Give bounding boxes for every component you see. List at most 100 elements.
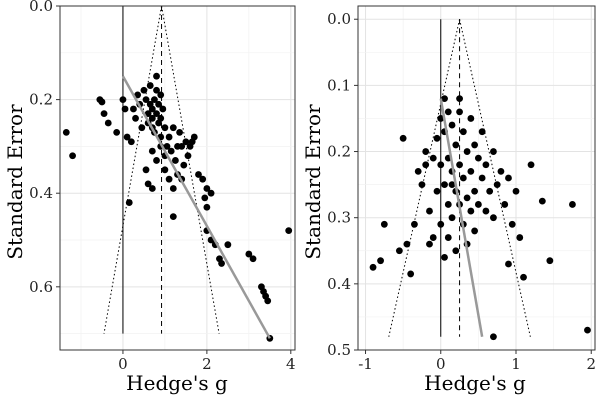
data-point <box>407 270 415 278</box>
data-point <box>459 174 467 182</box>
data-point <box>463 194 471 202</box>
plot-area-right <box>358 6 595 350</box>
data-point <box>505 260 512 268</box>
data-point <box>433 134 441 142</box>
y-tick-label: 0.4 <box>29 184 53 202</box>
data-point <box>121 105 129 113</box>
data-point <box>459 128 467 136</box>
funnel-line-left <box>103 6 163 334</box>
data-point <box>520 273 527 281</box>
data-point <box>471 227 479 235</box>
data-point <box>467 207 475 215</box>
data-point <box>569 201 576 208</box>
data-point <box>444 201 452 208</box>
x-axis-title-left: Hedge's g <box>126 371 228 395</box>
data-point <box>490 148 497 155</box>
data-point <box>467 167 475 175</box>
data-point <box>426 207 433 215</box>
data-point <box>98 98 106 106</box>
data-point <box>411 220 418 228</box>
data-point <box>403 240 411 248</box>
data-point <box>474 154 482 162</box>
data-point <box>474 201 482 208</box>
y-tick-label: 0.0 <box>327 10 351 28</box>
y-tick-label: 0.2 <box>29 91 53 109</box>
data-point <box>426 240 433 248</box>
data-point <box>478 128 486 136</box>
data-point <box>486 187 494 195</box>
data-point <box>161 166 169 174</box>
data-point <box>437 115 445 122</box>
data-point <box>467 115 475 122</box>
data-point <box>452 247 460 255</box>
y-tick-label: 0.3 <box>327 209 351 227</box>
data-point <box>444 234 452 241</box>
data-point <box>153 86 160 94</box>
data-point <box>538 197 546 205</box>
data-point <box>155 100 163 108</box>
data-point <box>245 250 253 258</box>
data-point <box>369 263 377 271</box>
x-tick-label: -1 <box>358 355 373 373</box>
data-point <box>165 133 173 141</box>
data-point <box>169 213 177 221</box>
panel-left: Standard Error Hedge's g 0 2 4 0.0 0.2 0.4 0.6 <box>3 0 296 395</box>
data-point <box>190 133 198 141</box>
data-point <box>159 105 167 113</box>
data-point <box>203 203 211 211</box>
plot-area-left <box>60 6 295 350</box>
data-point <box>285 227 293 235</box>
data-point <box>224 241 232 249</box>
data-point <box>516 234 524 241</box>
data-point <box>132 114 139 122</box>
data-point <box>201 194 209 202</box>
data-point <box>546 257 554 265</box>
data-point <box>148 147 156 155</box>
data-point <box>69 152 76 160</box>
data-point <box>123 133 131 141</box>
data-point <box>433 187 441 195</box>
data-point <box>180 161 188 169</box>
funnel-line-right <box>459 19 531 337</box>
data-point <box>176 128 183 136</box>
data-point <box>448 181 456 189</box>
data-point <box>169 124 177 132</box>
data-point <box>584 326 591 334</box>
x-axis-title-right: Hedge's g <box>424 371 526 395</box>
panel-right: Standard Error Hedge's g -1 0 1 2 0.0 0.1 0.2 0… <box>301 5 596 395</box>
data-point <box>134 91 142 99</box>
data-point <box>448 121 456 129</box>
data-point <box>127 138 135 146</box>
data-point <box>113 128 121 136</box>
y-tick-label: 0.0 <box>29 0 53 15</box>
data-point <box>463 148 471 155</box>
data-point <box>452 141 460 149</box>
data-point <box>399 134 407 142</box>
data-point <box>148 105 156 113</box>
y-tick-label: 0.5 <box>327 341 351 359</box>
data-point <box>490 214 497 222</box>
data-point <box>429 154 437 162</box>
data-point <box>218 260 225 267</box>
data-point <box>157 91 165 99</box>
data-point <box>146 82 154 89</box>
data-point <box>422 161 430 169</box>
data-point <box>437 220 445 228</box>
funnel-line-left <box>388 19 461 337</box>
data-point <box>207 189 215 197</box>
x-tick-label: 2 <box>202 355 212 373</box>
data-point <box>140 86 148 94</box>
data-point <box>418 181 426 189</box>
data-point <box>169 185 177 192</box>
data-point <box>456 161 463 169</box>
data-point <box>414 167 422 175</box>
data-point <box>249 255 257 263</box>
data-point <box>444 108 452 116</box>
data-point <box>482 161 490 169</box>
data-point <box>144 180 152 188</box>
data-point <box>178 143 186 150</box>
data-point <box>148 185 156 192</box>
y-tick-label: 0.4 <box>327 275 351 293</box>
y-tick-label: 0.1 <box>327 76 351 94</box>
data-point <box>471 141 479 149</box>
